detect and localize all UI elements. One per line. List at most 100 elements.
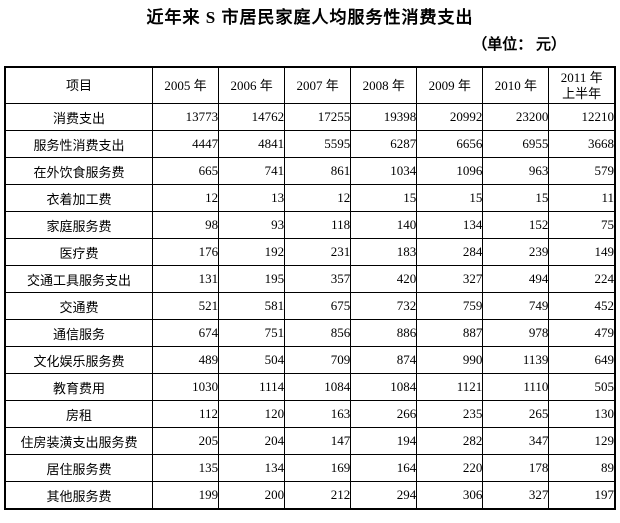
value-cell: 1030	[151, 373, 220, 401]
row-label: 房租	[4, 400, 153, 428]
value-cell: 504	[218, 346, 286, 374]
value-cell: 19398	[350, 103, 418, 131]
value-cell: 120	[218, 400, 286, 428]
value-cell: 732	[350, 292, 418, 320]
value-cell: 665	[151, 157, 220, 185]
row-label: 家庭服务费	[4, 211, 153, 239]
value-cell: 89	[548, 454, 616, 482]
table-row: 交通费 521 581 675 732 759 749 452	[4, 292, 616, 320]
value-cell: 357	[284, 265, 352, 293]
value-cell: 12	[151, 184, 220, 212]
value-cell: 6287	[350, 130, 418, 158]
row-label: 交通工具服务支出	[4, 265, 153, 293]
value-cell: 887	[416, 319, 484, 347]
column-header-year: 2007 年	[284, 66, 352, 104]
value-cell: 220	[416, 454, 484, 482]
value-cell: 1084	[284, 373, 352, 401]
table-row: 文化娱乐服务费 489 504 709 874 990 1139 649	[4, 346, 616, 374]
value-cell: 135	[151, 454, 220, 482]
row-label: 住房装潢支出服务费	[4, 427, 153, 455]
value-cell: 861	[284, 157, 352, 185]
value-cell: 886	[350, 319, 418, 347]
value-cell: 494	[482, 265, 550, 293]
row-label: 教育费用	[4, 373, 153, 401]
row-label: 消费支出	[4, 103, 153, 131]
row-label: 交通费	[4, 292, 153, 320]
table-header: 项目 2005 年 2006 年 2007 年 2008 年 2009 年 2010 年 20…	[4, 66, 616, 104]
value-cell: 192	[218, 238, 286, 266]
value-cell: 178	[482, 454, 550, 482]
value-cell: 183	[350, 238, 418, 266]
value-cell: 13773	[151, 103, 220, 131]
value-cell: 963	[482, 157, 550, 185]
value-cell: 164	[350, 454, 418, 482]
value-cell: 112	[151, 400, 220, 428]
value-cell: 149	[548, 238, 616, 266]
value-cell: 420	[350, 265, 418, 293]
column-header-year: 2011 年 上半年	[548, 66, 616, 104]
row-label: 通信服务	[4, 319, 153, 347]
value-cell: 452	[548, 292, 616, 320]
value-cell: 327	[482, 481, 550, 510]
value-cell: 12210	[548, 103, 616, 131]
value-cell: 134	[218, 454, 286, 482]
value-cell: 874	[350, 346, 418, 374]
column-header-year: 2008 年	[350, 66, 418, 104]
column-header-year: 2009 年	[416, 66, 484, 104]
table-row: 交通工具服务支出 131 195 357 420 327 494 224	[4, 265, 616, 293]
table-row: 居住服务费 135 134 169 164 220 178 89	[4, 454, 616, 482]
value-cell: 306	[416, 481, 484, 510]
value-cell: 759	[416, 292, 484, 320]
value-cell: 741	[218, 157, 286, 185]
value-cell: 199	[151, 481, 220, 510]
value-cell: 266	[350, 400, 418, 428]
value-cell: 14762	[218, 103, 286, 131]
value-cell: 6955	[482, 130, 550, 158]
value-cell: 130	[548, 400, 616, 428]
value-cell: 131	[151, 265, 220, 293]
value-cell: 674	[151, 319, 220, 347]
table-row: 其他服务费 199 200 212 294 306 327 197	[4, 481, 616, 510]
value-cell: 231	[284, 238, 352, 266]
value-cell: 200	[218, 481, 286, 510]
value-cell: 521	[151, 292, 220, 320]
value-cell: 856	[284, 319, 352, 347]
table-row: 通信服务 674 751 856 886 887 978 479	[4, 319, 616, 347]
value-cell: 17255	[284, 103, 352, 131]
table-row: 房租 112 120 163 266 235 265 130	[4, 400, 616, 428]
value-cell: 15	[350, 184, 418, 212]
table-row: 医疗费 176 192 231 183 284 239 149	[4, 238, 616, 266]
table-title: 近年来 S 市居民家庭人均服务性消费支出	[146, 8, 474, 27]
value-cell: 176	[151, 238, 220, 266]
value-cell: 479	[548, 319, 616, 347]
value-cell: 347	[482, 427, 550, 455]
value-cell: 990	[416, 346, 484, 374]
row-label: 在外饮食服务费	[4, 157, 153, 185]
value-cell: 3668	[548, 130, 616, 158]
value-cell: 204	[218, 427, 286, 455]
value-cell: 709	[284, 346, 352, 374]
value-cell: 1114	[218, 373, 286, 401]
table-row: 住房装潢支出服务费 205 204 147 194 282 347 129	[4, 427, 616, 455]
unit-label: （单位： 元）	[472, 37, 566, 53]
value-cell: 93	[218, 211, 286, 239]
column-header-year: 2006 年	[218, 66, 286, 104]
value-cell: 15	[416, 184, 484, 212]
value-cell: 978	[482, 319, 550, 347]
header-row: 项目 2005 年 2006 年 2007 年 2008 年 2009 年 2010 年 20…	[4, 66, 616, 104]
value-cell: 140	[350, 211, 418, 239]
value-cell: 12	[284, 184, 352, 212]
row-label: 居住服务费	[4, 454, 153, 482]
value-cell: 212	[284, 481, 352, 510]
value-cell: 675	[284, 292, 352, 320]
value-cell: 1084	[350, 373, 418, 401]
value-cell: 1034	[350, 157, 418, 185]
value-cell: 1096	[416, 157, 484, 185]
value-cell: 205	[151, 427, 220, 455]
value-cell: 239	[482, 238, 550, 266]
value-cell: 11	[548, 184, 616, 212]
row-label: 文化娱乐服务费	[4, 346, 153, 374]
table-row: 教育费用 1030 1114 1084 1084 1121 1110 505	[4, 373, 616, 401]
value-cell: 1110	[482, 373, 550, 401]
